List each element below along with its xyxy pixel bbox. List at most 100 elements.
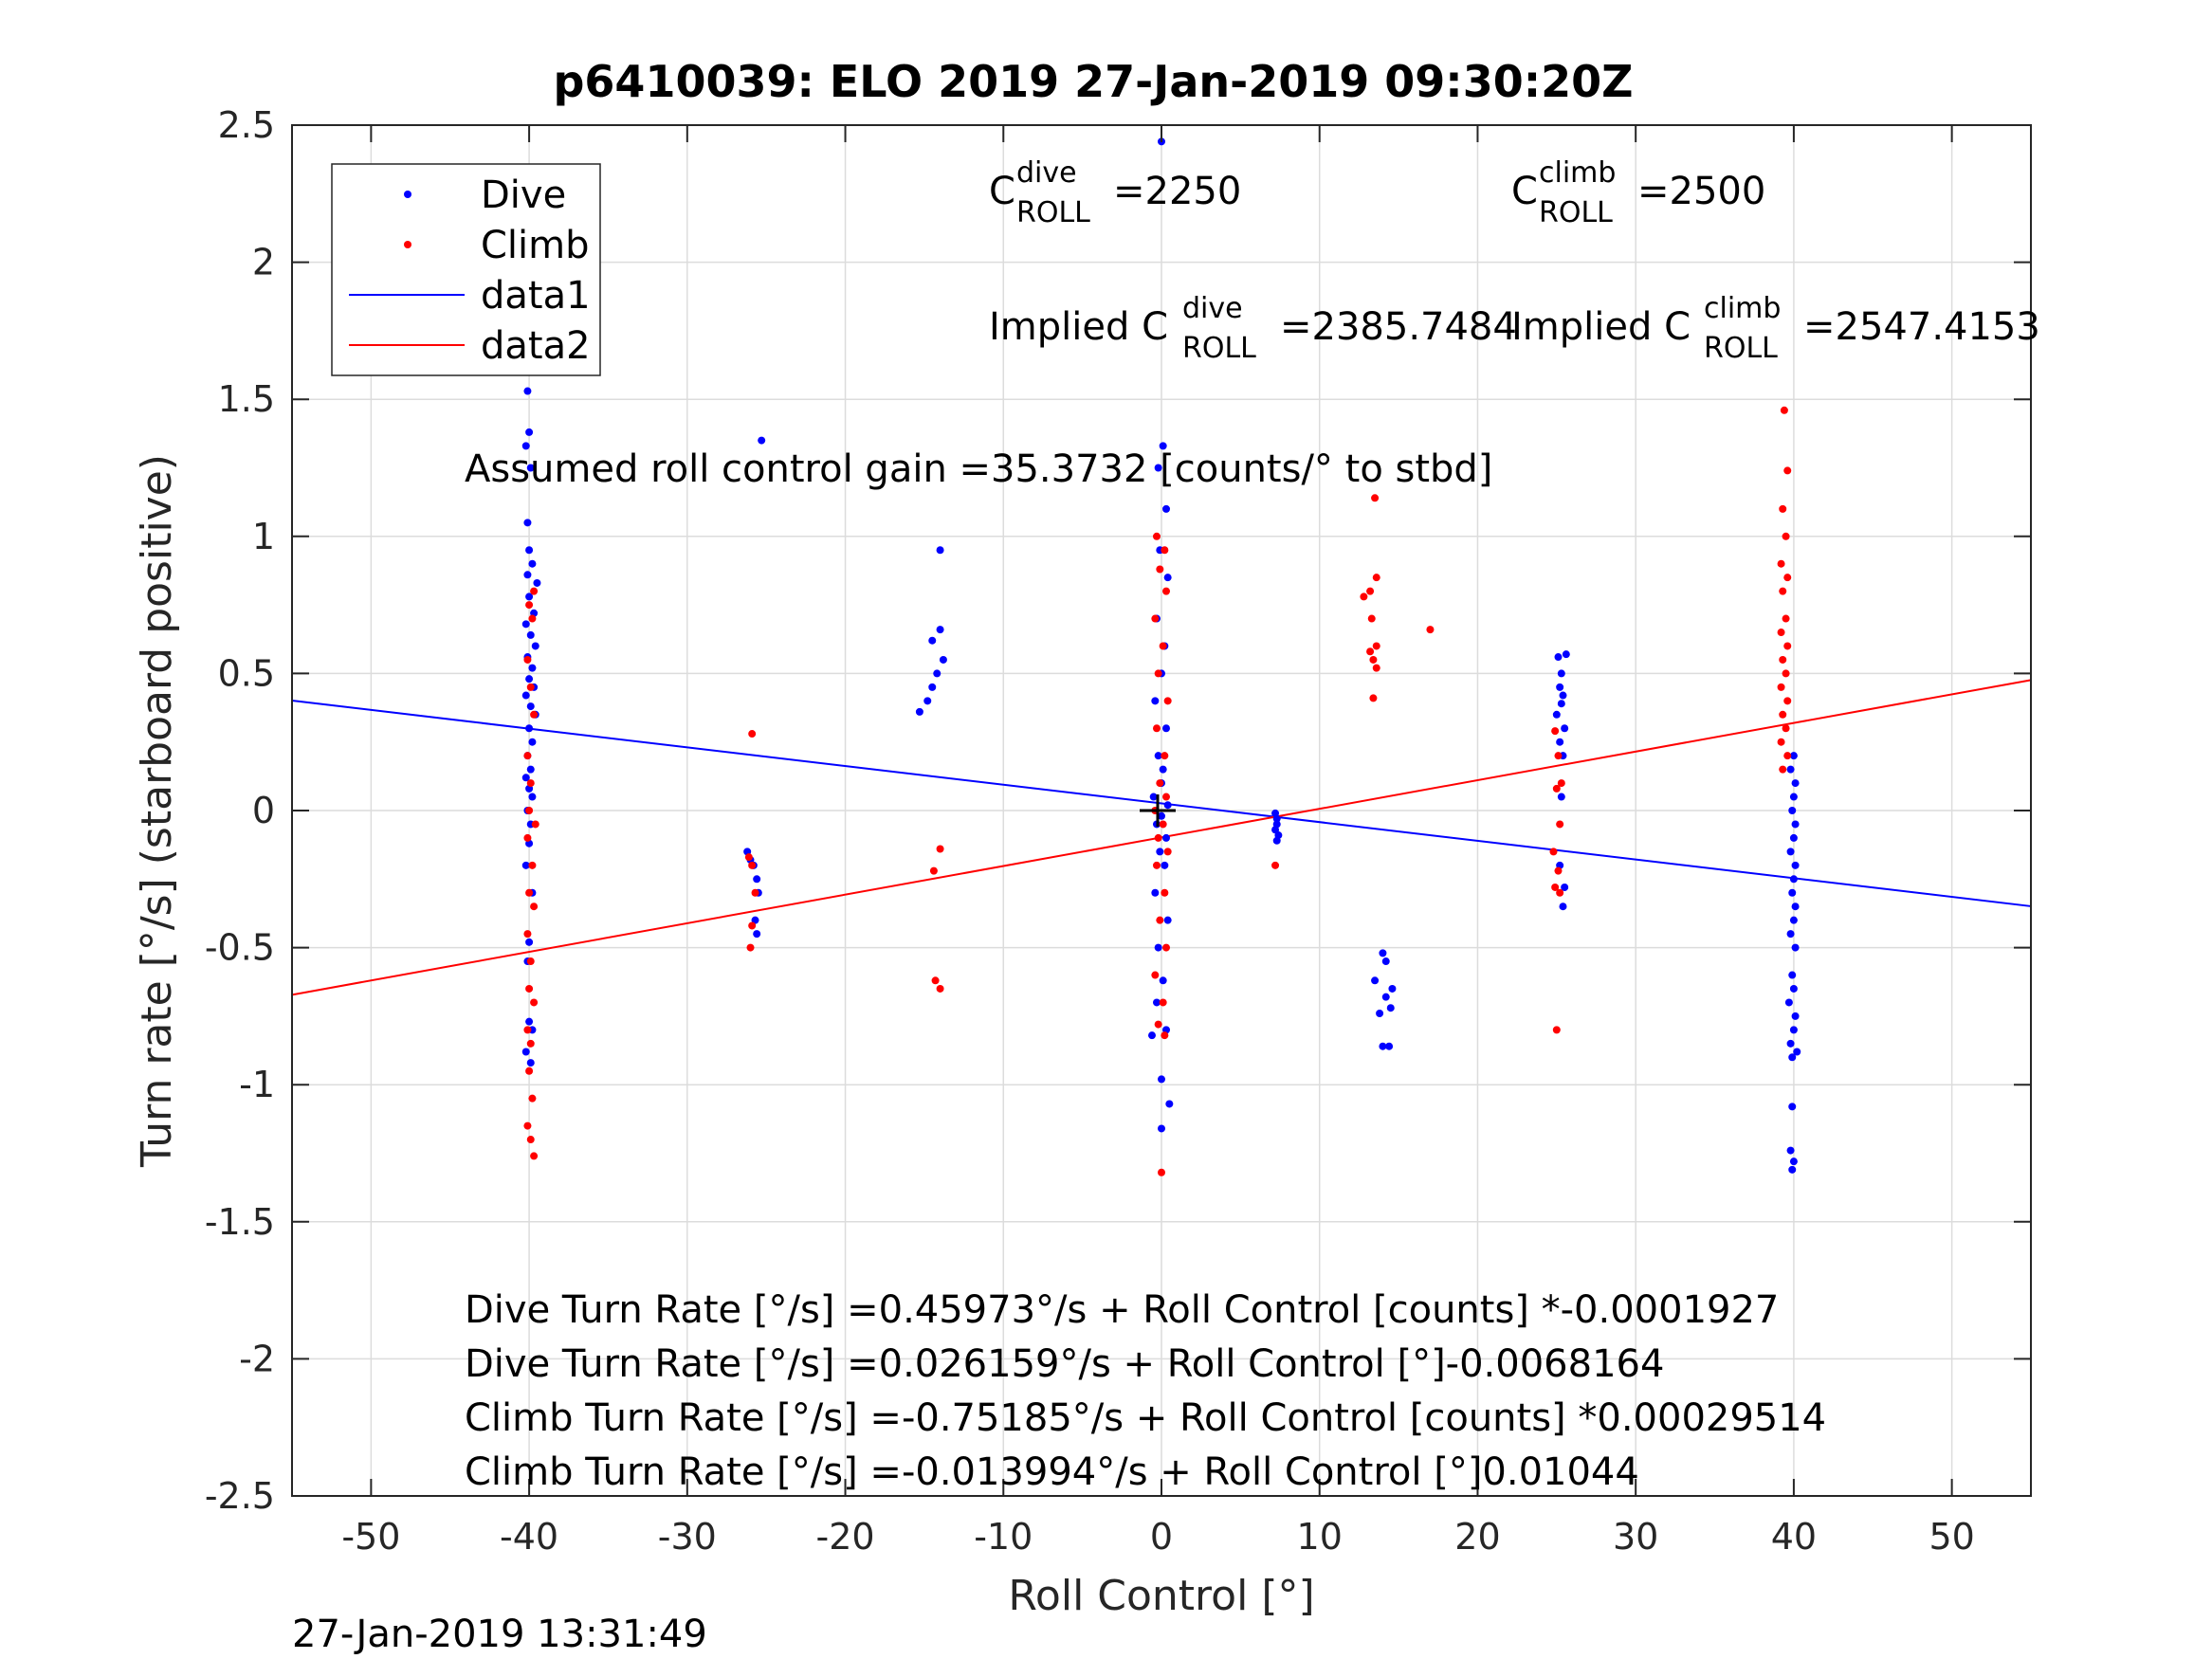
dive-point — [523, 571, 532, 579]
climb-point — [525, 984, 534, 993]
y-tick-label: 1 — [252, 516, 275, 557]
dive-point — [1788, 1103, 1797, 1111]
implied-climb-sub: ROLL — [1704, 332, 1778, 365]
dive-point — [1386, 1004, 1395, 1012]
climb-point — [1782, 669, 1790, 678]
dive-point — [1789, 793, 1798, 801]
dive-point — [758, 436, 766, 445]
climb-point — [1151, 614, 1160, 623]
climb-point — [1372, 664, 1380, 672]
climb-point — [1783, 574, 1792, 582]
climb-point — [1779, 504, 1787, 513]
climb-point — [744, 853, 753, 862]
dive-point — [1556, 683, 1564, 691]
climb-point — [1159, 642, 1167, 650]
climb-point — [1369, 655, 1378, 664]
dive-point — [923, 697, 932, 705]
dive-point — [1791, 943, 1800, 952]
dive-point — [1786, 765, 1795, 774]
climb-point — [1554, 866, 1563, 875]
dive-point — [1791, 1012, 1800, 1020]
legend-box — [331, 163, 601, 376]
climb-point — [526, 683, 535, 691]
climb-point — [1369, 694, 1378, 702]
climb-point — [530, 587, 539, 595]
legend-label-data1: data1 — [481, 274, 591, 318]
y-tick-label: 0 — [252, 790, 275, 831]
dive-point — [915, 707, 923, 716]
climb-point — [526, 957, 535, 966]
x-tick-label: 30 — [1613, 1516, 1658, 1558]
dive-point — [523, 519, 532, 527]
dive-point — [525, 546, 534, 555]
dive-point — [1154, 464, 1162, 472]
climb-point — [1371, 494, 1380, 502]
dive-point — [1561, 724, 1569, 733]
dive-point — [928, 683, 937, 691]
y-tick-label: -1 — [239, 1064, 275, 1105]
climb-point — [1551, 727, 1560, 736]
climb-point — [1158, 1168, 1165, 1176]
climb-point — [1360, 592, 1368, 601]
dive-point — [1163, 916, 1172, 924]
climb-point — [936, 845, 944, 853]
dive-point — [1162, 724, 1171, 733]
dive-point — [533, 578, 541, 587]
x-tick-label: -50 — [341, 1516, 400, 1558]
dive-point — [1162, 504, 1171, 513]
climb-point — [525, 601, 534, 610]
climb-point — [1163, 697, 1172, 705]
climb-point — [1554, 752, 1563, 760]
climb-point — [1271, 861, 1280, 869]
dive-point — [936, 626, 944, 634]
climb-point — [1372, 642, 1380, 650]
dive-point — [528, 793, 537, 801]
climb-point — [1783, 642, 1792, 650]
climb-point — [1162, 793, 1171, 801]
dive-point — [1789, 916, 1798, 924]
dive-point — [1163, 801, 1172, 810]
dive-point — [1788, 971, 1797, 979]
dive-point — [753, 930, 761, 939]
climb-point — [1151, 971, 1160, 979]
dive-point — [1788, 1053, 1797, 1062]
climb-point — [523, 655, 532, 664]
fit-equation-climb-counts: Climb Turn Rate [°/s] =-0.75185°/s + Rol… — [465, 1396, 1826, 1440]
c-roll-dive-sub: ROLL — [1016, 196, 1090, 229]
climb-point — [523, 752, 532, 760]
dive-point — [1156, 848, 1164, 856]
c-roll-climb-base: C — [1511, 170, 1538, 213]
dive-point — [1562, 650, 1570, 659]
legend-label-data2: data2 — [481, 324, 591, 368]
axis-ticks — [292, 124, 2031, 1497]
climb-point — [1156, 565, 1164, 574]
fit-equation-dive-degrees: Dive Turn Rate [°/s] =0.026159°/s + Roll… — [465, 1342, 1664, 1386]
dive-point — [1388, 984, 1397, 993]
climb-point — [1782, 724, 1790, 733]
dive-point — [1158, 1075, 1165, 1084]
c-roll-climb-value: =2500 — [1637, 170, 1765, 213]
dive-point — [525, 428, 534, 436]
dive-point — [1793, 1048, 1801, 1056]
dive-point — [1158, 811, 1165, 820]
climb-point — [1372, 574, 1380, 582]
dive-point — [1147, 1031, 1156, 1040]
climb-point — [1777, 683, 1785, 691]
climb-point — [1777, 559, 1785, 568]
dive-point — [521, 861, 530, 869]
x-tick-label: 40 — [1771, 1516, 1817, 1558]
dive-point — [751, 916, 759, 924]
climb-point — [1556, 820, 1564, 829]
climb-point — [1152, 724, 1161, 733]
dive-point — [1789, 1158, 1798, 1166]
c-roll-climb-sub: ROLL — [1539, 196, 1613, 229]
climb-point — [1161, 546, 1169, 555]
climb-point — [1779, 587, 1787, 595]
climb-point — [528, 1094, 537, 1103]
dive-point — [526, 702, 535, 711]
dive-point — [525, 938, 534, 946]
dive-point — [1272, 836, 1281, 845]
dive-point — [521, 1048, 530, 1056]
dive-point — [1162, 833, 1171, 842]
